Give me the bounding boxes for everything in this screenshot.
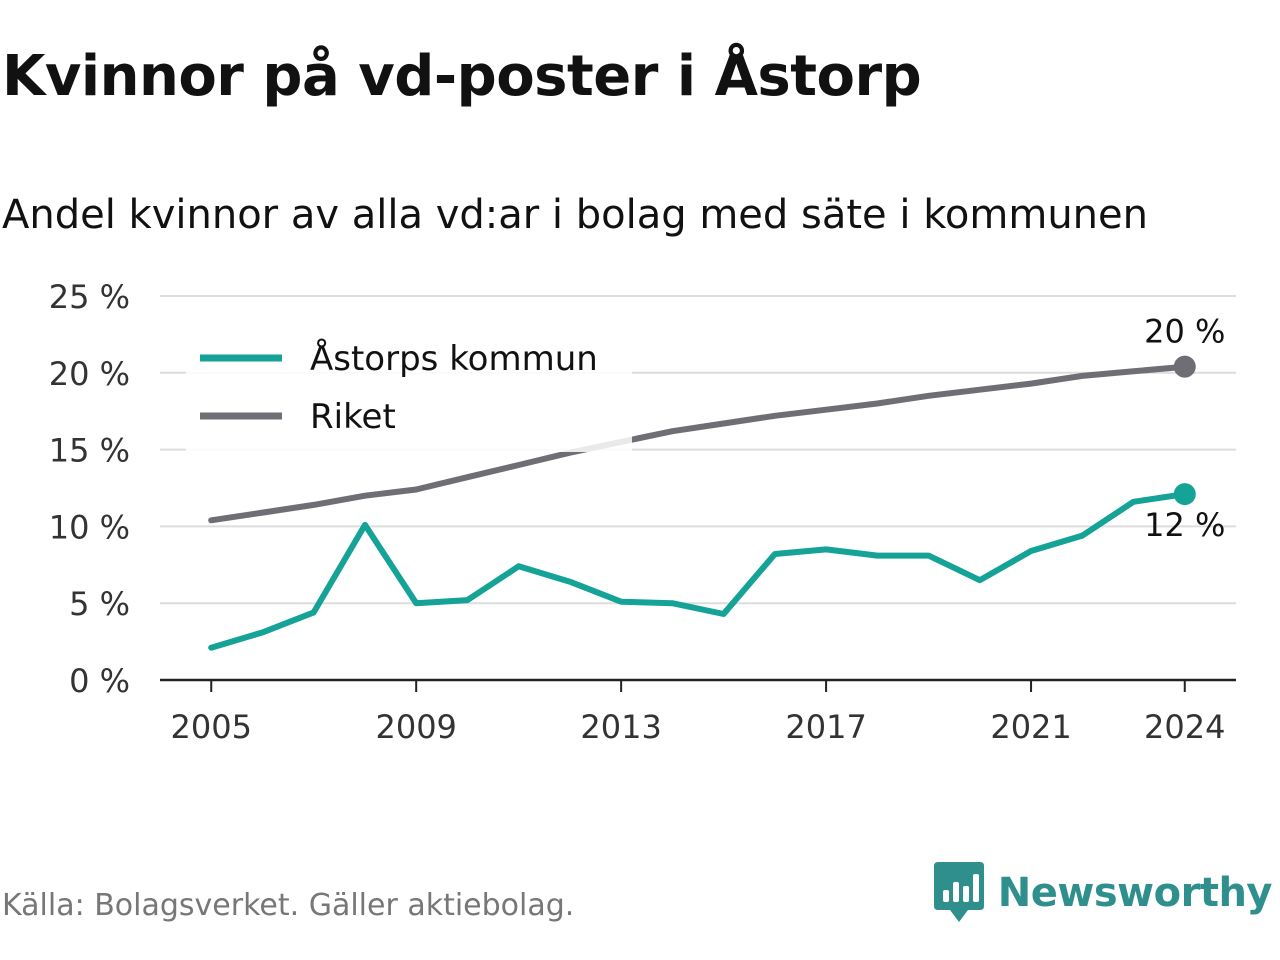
brand-logo: Newsworthy (933, 862, 1273, 924)
y-tick-label: 0 % (69, 662, 130, 700)
x-tick-label: 2005 (171, 708, 252, 746)
chart-title: Kvinnor på vd-poster i Åstorp (2, 44, 922, 109)
axis-layer: 0 % 5 % 10 % 15 % 20 % 25 % 2005 2009 2013 2017 20… (49, 278, 1236, 746)
end-label-riket: 20 % (1144, 313, 1225, 351)
legend-label: Åstorps kommun (310, 338, 598, 379)
y-tick-label: 15 % (49, 432, 130, 470)
series-end-point (1173, 355, 1196, 378)
y-tick-label: 25 % (49, 278, 130, 316)
newsworthy-bar-chart-icon (933, 862, 984, 922)
end-labels: 20 % 12 % (1144, 313, 1225, 544)
brand-name: Newsworthy (997, 870, 1273, 916)
series-layer (208, 355, 1196, 651)
legend-background (186, 322, 632, 452)
y-tick-label: 20 % (49, 355, 130, 393)
x-tick-label: 2017 (785, 708, 866, 746)
x-tick-label: 2021 (990, 708, 1071, 746)
series-line-astorp (208, 491, 1188, 651)
y-tick-label: 10 % (49, 508, 130, 546)
x-tick-label: 2013 (580, 708, 661, 746)
source-note: Källa: Bolagsverket. Gäller aktiebolag. (2, 888, 575, 923)
end-label-astorp: 12 % (1144, 506, 1225, 544)
y-tick-label: 5 % (69, 585, 130, 623)
legend: Åstorps kommun Riket (186, 322, 632, 452)
x-tick-label: 2009 (375, 708, 456, 746)
legend-label: Riket (310, 397, 396, 437)
series-end-point (1173, 483, 1196, 506)
series-line-riket (208, 363, 1188, 524)
x-tick-label: 2024 (1144, 708, 1225, 746)
chart-subtitle: Andel kvinnor av alla vd:ar i bolag med … (2, 192, 1148, 238)
